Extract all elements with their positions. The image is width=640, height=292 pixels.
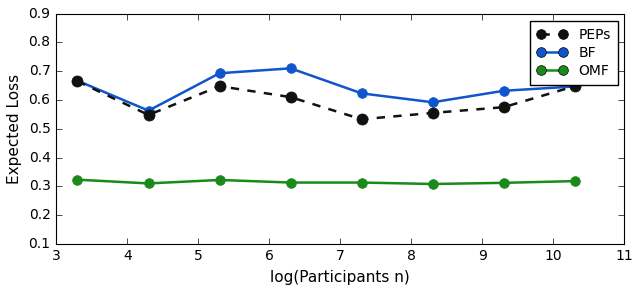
Legend: PEPs, BF, OMF: PEPs, BF, OMF: [529, 21, 618, 85]
Y-axis label: Expected Loss: Expected Loss: [6, 74, 22, 184]
X-axis label: log(Participants n): log(Participants n): [271, 270, 410, 285]
